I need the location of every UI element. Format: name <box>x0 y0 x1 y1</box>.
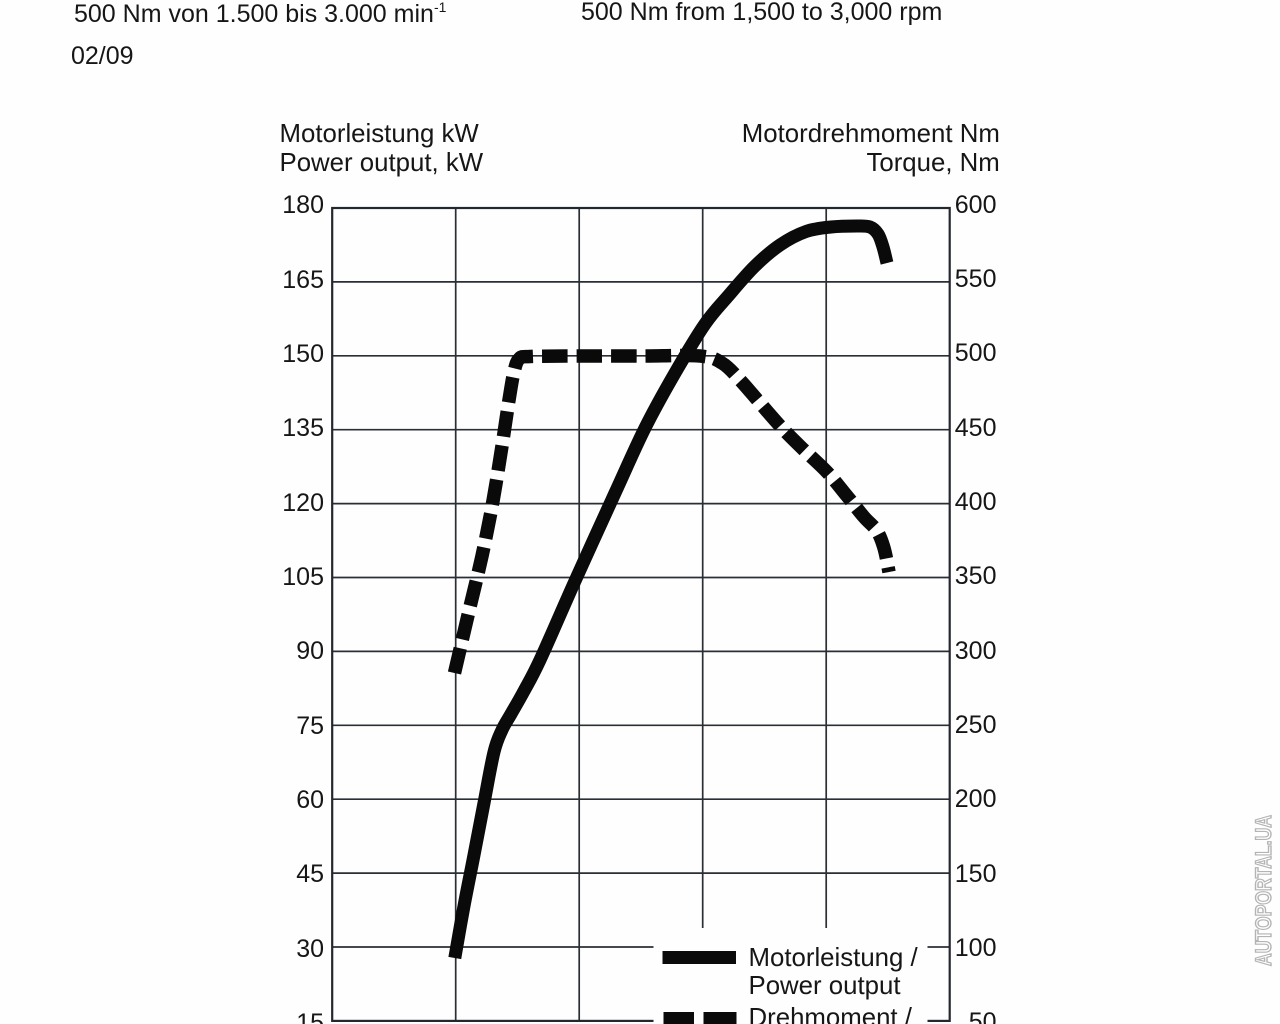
svg-text:AUTOPORTAL.UA: AUTOPORTAL.UA <box>1251 815 1276 966</box>
